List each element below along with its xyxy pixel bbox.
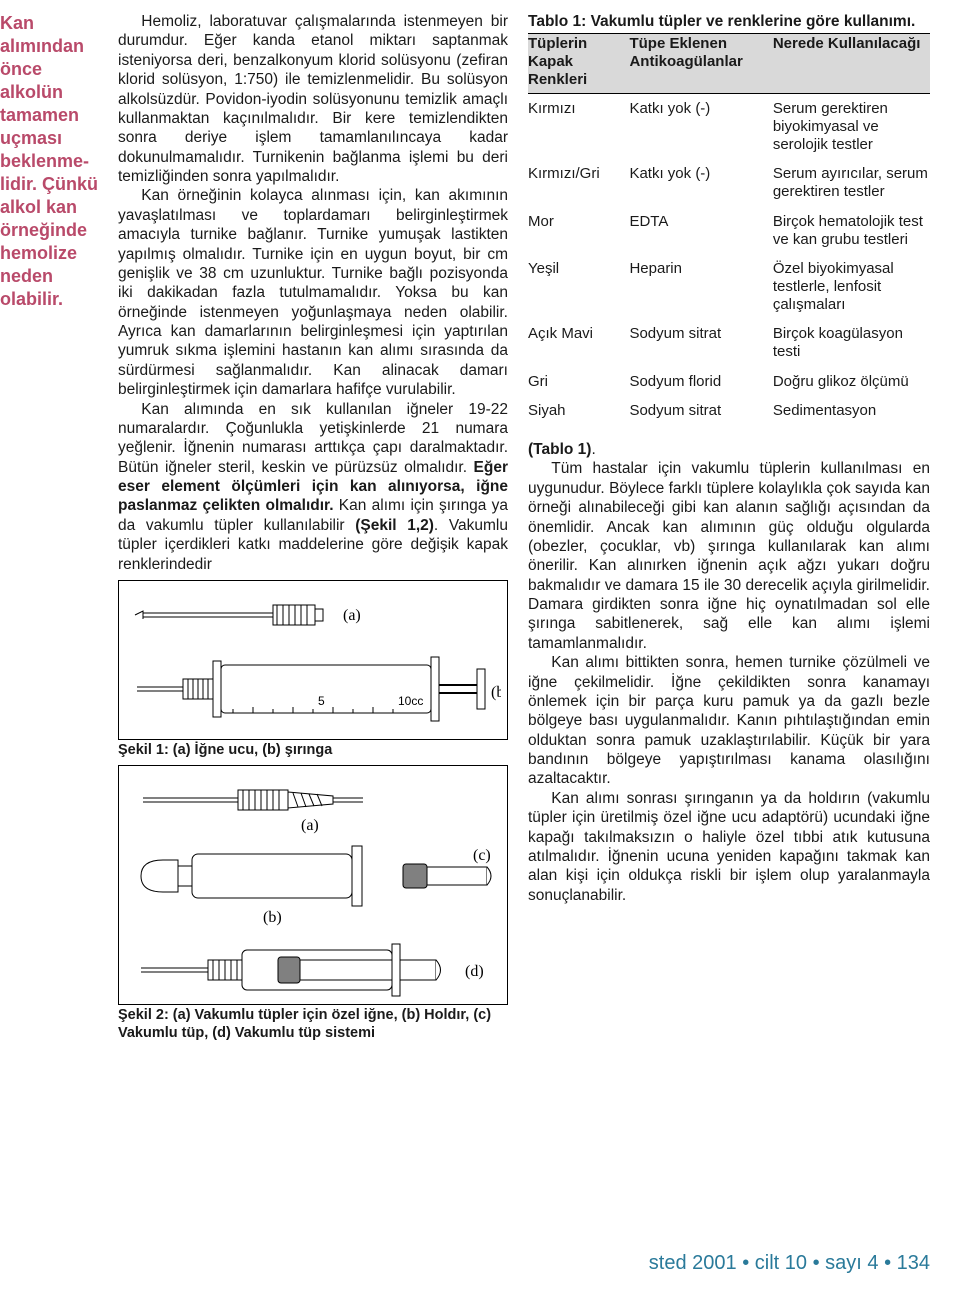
svg-text:(d): (d): [465, 963, 484, 980]
cell: Serum ayırıcılar, serum gerektiren testl…: [773, 159, 930, 206]
right-p2: Kan alımı bittikten sonra, hemen turnike…: [528, 653, 930, 789]
left-column: Hemoliz, laboratuvar çalışmalarında iste…: [118, 12, 508, 1042]
vacuum-tube-icon: (c): [403, 847, 491, 888]
cell: Sodyum florid: [629, 367, 772, 397]
table-title: Tablo 1: Vakumlu tüpler ve renklerine gö…: [528, 12, 930, 31]
left-body-text: Hemoliz, laboratuvar çalışmalarında iste…: [118, 12, 508, 574]
p3-ref: (Şekil 1,2): [355, 517, 434, 534]
cell: EDTA: [629, 207, 772, 254]
cell: Sodyum sitrat: [629, 319, 772, 366]
main-content: Hemoliz, laboratuvar çalışmalarında iste…: [118, 12, 930, 1042]
footer-page: 134: [897, 1252, 930, 1274]
paragraph-3: Kan alımında en sık kullanılan iğneler 1…: [118, 400, 508, 574]
cell: Kırmızı/Gri: [528, 159, 629, 206]
needle-icon: (a): [135, 605, 361, 625]
paragraph-2: Kan örneğinin kolayca alınması için, kan…: [118, 186, 508, 399]
cell: Sodyum sitrat: [629, 396, 772, 426]
cell: Sedimentasyon: [773, 396, 930, 426]
tube-table: Tüplerin Kapak Renkleri Tüpe Eklenen Ant…: [528, 33, 930, 426]
table-row: Siyah Sodyum sitrat Sedimentasyon: [528, 396, 930, 426]
figure-1-caption: Şekil 1: (a) İğne ucu, (b) şırınga: [118, 742, 508, 759]
bullet-icon: •: [884, 1252, 897, 1274]
svg-text:(b): (b): [491, 684, 501, 701]
syringe-icon: 5 10cc (b): [137, 657, 501, 721]
cell: Doğru glikoz ölçümü: [773, 367, 930, 397]
svg-text:(b): (b): [263, 909, 282, 926]
table-header-row: Tüplerin Kapak Renkleri Tüpe Eklenen Ant…: [528, 34, 930, 94]
table-row: Kırmızı/Gri Katkı yok (-) Serum ayırıcıl…: [528, 159, 930, 206]
page: Kan alımından önce alkolün tamamen uçmas…: [0, 0, 960, 1042]
table-row: Mor EDTA Birçok hematolojik test ve kan …: [528, 207, 930, 254]
right-p1: Tüm hastalar için vakumlu tüplerin kulla…: [528, 459, 930, 653]
figure-2-box: (a) (b) (c): [118, 765, 508, 1005]
footer-journal: sted 2001: [649, 1252, 737, 1274]
footer-volume: cilt 10: [755, 1252, 807, 1274]
figure-2-caption: Şekil 2: (a) Vakumlu tüpler için özel iğ…: [118, 1007, 508, 1042]
svg-text:10cc: 10cc: [398, 694, 423, 708]
cell: Katkı yok (-): [629, 159, 772, 206]
table-row: Kırmızı Katkı yok (-) Serum gerektiren b…: [528, 94, 930, 160]
right-body-text: (Tablo 1). Tüm hastalar için vakumlu tüp…: [528, 440, 930, 905]
figure-1-box: (a): [118, 580, 508, 740]
right-p3: Kan alımı sonrası şırınganın ya da holdı…: [528, 789, 930, 905]
cell: Katkı yok (-): [629, 94, 772, 160]
ref-paragraph: (Tablo 1).: [528, 440, 930, 459]
table-row: Açık Mavi Sodyum sitrat Birçok koagülasy…: [528, 319, 930, 366]
vacuum-needle-icon: (a): [143, 790, 363, 834]
figure-2-svg: (a) (b) (c): [123, 772, 501, 1002]
p3-text-a: Kan alımında en sık kullanılan iğneler 1…: [118, 401, 508, 476]
page-footer: sted 2001 • cilt 10 • sayı 4 • 134: [649, 1251, 930, 1276]
table-ref: (Tablo 1): [528, 441, 591, 458]
cell: Birçok koagülasyon testi: [773, 319, 930, 366]
cell: Birçok hematolojik test ve kan grubu tes…: [773, 207, 930, 254]
svg-text:(a): (a): [343, 607, 361, 624]
svg-text:5: 5: [318, 694, 325, 708]
cell: Serum gerektiren biyokimyasal ve seroloj…: [773, 94, 930, 160]
table-header-1: Tüplerin Kapak Renkleri: [528, 34, 629, 94]
right-column: Tablo 1: Vakumlu tüpler ve renklerine gö…: [528, 12, 930, 1042]
cell: Gri: [528, 367, 629, 397]
table-row: Gri Sodyum florid Doğru glikoz ölçümü: [528, 367, 930, 397]
svg-text:(c): (c): [473, 847, 491, 864]
cell: Heparin: [629, 254, 772, 319]
holder-icon: (b): [141, 846, 362, 926]
cell: Açık Mavi: [528, 319, 629, 366]
sidebar-text: Kan alımından önce alkolün tamamen uçmas…: [0, 12, 102, 311]
bullet-icon: •: [742, 1252, 755, 1274]
table-header-3: Nerede Kullanılacağı: [773, 34, 930, 94]
cell: Mor: [528, 207, 629, 254]
vacuum-system-icon: (d): [141, 944, 484, 996]
table-header-2: Tüpe Eklenen Antikoagülanlar: [629, 34, 772, 94]
svg-text:(a): (a): [301, 817, 319, 834]
cell: Kırmızı: [528, 94, 629, 160]
table-row: Yeşil Heparin Özel biyokimyasal testlerl…: [528, 254, 930, 319]
cell: Siyah: [528, 396, 629, 426]
footer-issue: sayı 4: [825, 1252, 878, 1274]
cell: Yeşil: [528, 254, 629, 319]
bullet-icon: •: [813, 1252, 826, 1274]
paragraph-1: Hemoliz, laboratuvar çalışmalarında iste…: [118, 12, 508, 186]
cell: Özel biyokimyasal testlerle, lenfosit ça…: [773, 254, 930, 319]
sidebar-callout: Kan alımından önce alkolün tamamen uçmas…: [0, 12, 102, 1042]
figure-1-svg: (a): [123, 587, 501, 737]
table-body: Kırmızı Katkı yok (-) Serum gerektiren b…: [528, 94, 930, 426]
